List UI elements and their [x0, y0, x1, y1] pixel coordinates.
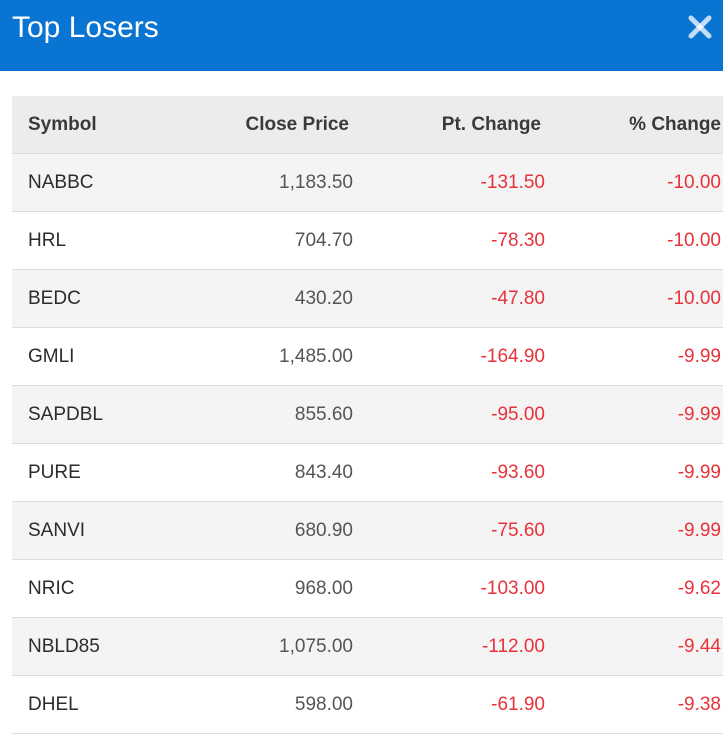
cell-pt-change: -93.60	[353, 443, 545, 502]
table-header: Symbol Close Price Pt. Change % Change	[12, 96, 723, 154]
cell-pt-change: -95.00	[353, 385, 545, 444]
cell-symbol: DHEL	[12, 675, 158, 734]
losers-table-container: Symbol Close Price Pt. Change % Change N…	[12, 96, 723, 734]
cell-pct-change: -10.00	[545, 153, 723, 212]
cell-close-price: 598.00	[158, 675, 353, 734]
cell-symbol: NBLD85	[12, 617, 158, 676]
cell-close-price: 855.60	[158, 385, 353, 444]
cell-close-price: 680.90	[158, 501, 353, 560]
cell-symbol: HRL	[12, 211, 158, 270]
cell-pt-change: -47.80	[353, 269, 545, 328]
cell-pct-change: -10.00	[545, 211, 723, 270]
cell-pct-change: -10.00	[545, 269, 723, 328]
cell-pt-change: -112.00	[353, 617, 545, 676]
cell-symbol: SAPDBL	[12, 385, 158, 444]
table-row: GMLI 1,485.00 -164.90 -9.99	[12, 327, 723, 386]
cell-close-price: 843.40	[158, 443, 353, 502]
dialog-header: Top Losers	[0, 0, 723, 71]
losers-table: Symbol Close Price Pt. Change % Change N…	[12, 96, 723, 734]
table-row: NRIC 968.00 -103.00 -9.62	[12, 559, 723, 618]
cell-symbol: SANVI	[12, 501, 158, 560]
column-header-close-price[interactable]: Close Price	[158, 96, 353, 154]
cell-pct-change: -9.38	[545, 675, 723, 734]
table-row: BEDC 430.20 -47.80 -10.00	[12, 269, 723, 328]
cell-close-price: 704.70	[158, 211, 353, 270]
close-icon[interactable]	[687, 14, 713, 40]
cell-symbol: PURE	[12, 443, 158, 502]
cell-close-price: 430.20	[158, 269, 353, 328]
table-row: NABBC 1,183.50 -131.50 -10.00	[12, 153, 723, 212]
dialog-title: Top Losers	[12, 11, 159, 44]
table-row: PURE 843.40 -93.60 -9.99	[12, 443, 723, 502]
header-row: Symbol Close Price Pt. Change % Change	[12, 96, 723, 154]
cell-symbol: NABBC	[12, 153, 158, 212]
cell-pt-change: -131.50	[353, 153, 545, 212]
cell-pct-change: -9.99	[545, 501, 723, 560]
cell-pct-change: -9.99	[545, 385, 723, 444]
cell-pt-change: -78.30	[353, 211, 545, 270]
table-row: SAPDBL 855.60 -95.00 -9.99	[12, 385, 723, 444]
cell-pct-change: -9.99	[545, 443, 723, 502]
cell-pct-change: -9.62	[545, 559, 723, 618]
table-row: HRL 704.70 -78.30 -10.00	[12, 211, 723, 270]
cell-close-price: 968.00	[158, 559, 353, 618]
table-row: SANVI 680.90 -75.60 -9.99	[12, 501, 723, 560]
cell-pt-change: -164.90	[353, 327, 545, 386]
table-row: NBLD85 1,075.00 -112.00 -9.44	[12, 617, 723, 676]
cell-symbol: GMLI	[12, 327, 158, 386]
column-header-pct-change[interactable]: % Change	[545, 96, 723, 154]
cell-close-price: 1,485.00	[158, 327, 353, 386]
cell-close-price: 1,183.50	[158, 153, 353, 212]
cell-pt-change: -61.90	[353, 675, 545, 734]
cell-pct-change: -9.44	[545, 617, 723, 676]
cell-pt-change: -75.60	[353, 501, 545, 560]
cell-pct-change: -9.99	[545, 327, 723, 386]
column-header-symbol[interactable]: Symbol	[12, 96, 158, 154]
cell-pt-change: -103.00	[353, 559, 545, 618]
table-body: NABBC 1,183.50 -131.50 -10.00 HRL 704.70…	[12, 153, 723, 734]
cell-symbol: BEDC	[12, 269, 158, 328]
table-row: DHEL 598.00 -61.90 -9.38	[12, 675, 723, 734]
cell-close-price: 1,075.00	[158, 617, 353, 676]
column-header-pt-change[interactable]: Pt. Change	[353, 96, 545, 154]
cell-symbol: NRIC	[12, 559, 158, 618]
